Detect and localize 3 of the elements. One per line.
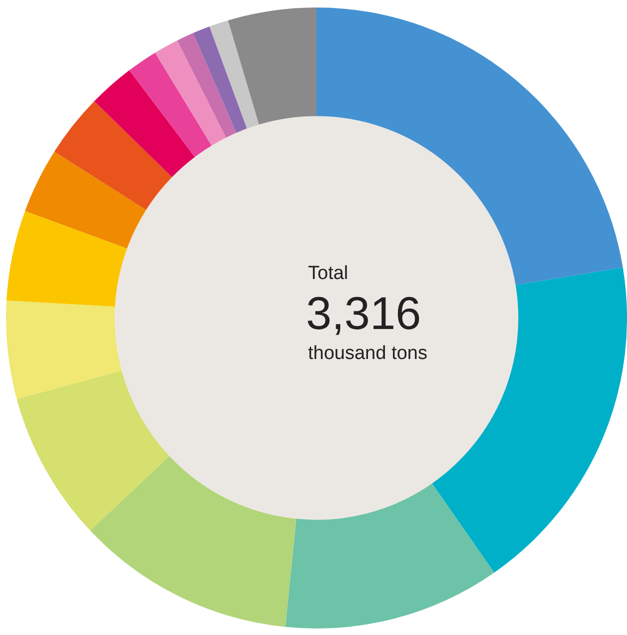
text: Total [308,262,350,286]
text: thousand tons [308,342,428,366]
text: 3,316 [306,287,422,339]
